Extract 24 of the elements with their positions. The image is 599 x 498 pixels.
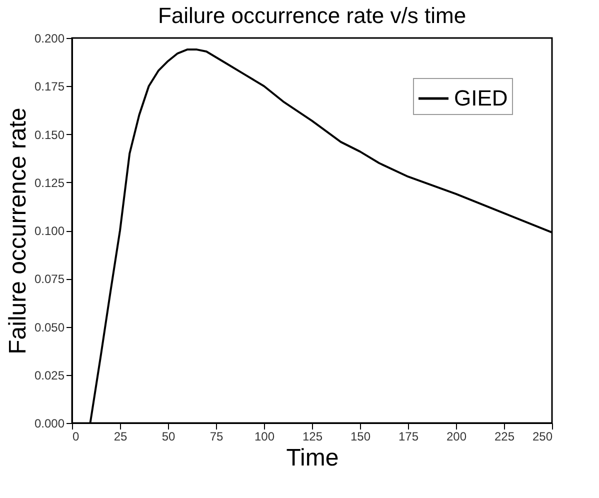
y-tick-label: 0.000 xyxy=(34,416,65,430)
y-tick-label: 0.075 xyxy=(34,272,65,286)
x-tick-label: 75 xyxy=(210,430,224,444)
legend-label: GIED xyxy=(454,86,508,110)
y-tick-label: 0.150 xyxy=(34,128,65,142)
x-tick-label: 0 xyxy=(72,430,80,444)
x-tick-label: 200 xyxy=(446,430,467,444)
y-tick-label: 0.175 xyxy=(34,80,65,94)
x-tick-label: 100 xyxy=(254,430,275,444)
x-tick-label: 150 xyxy=(350,430,371,444)
y-tick-label: 0.100 xyxy=(34,224,65,238)
chart-title: Failure occurrence rate v/s time xyxy=(158,3,466,28)
x-tick-label: 25 xyxy=(114,430,128,444)
x-tick-label: 250 xyxy=(532,430,553,444)
x-tick-label: 225 xyxy=(494,430,515,444)
y-tick-label: 0.025 xyxy=(34,368,65,382)
y-tick-label: 0.125 xyxy=(34,176,65,190)
x-tick-label: 175 xyxy=(398,430,419,444)
y-tick-label: 0.200 xyxy=(34,32,65,46)
x-tick-label: 50 xyxy=(162,430,176,444)
x-tick-label: 125 xyxy=(302,430,323,444)
y-tick-label: 0.050 xyxy=(34,320,65,334)
x-axis-title: Time xyxy=(286,444,339,472)
y-axis-title: Failure occurrence rate xyxy=(4,108,32,354)
